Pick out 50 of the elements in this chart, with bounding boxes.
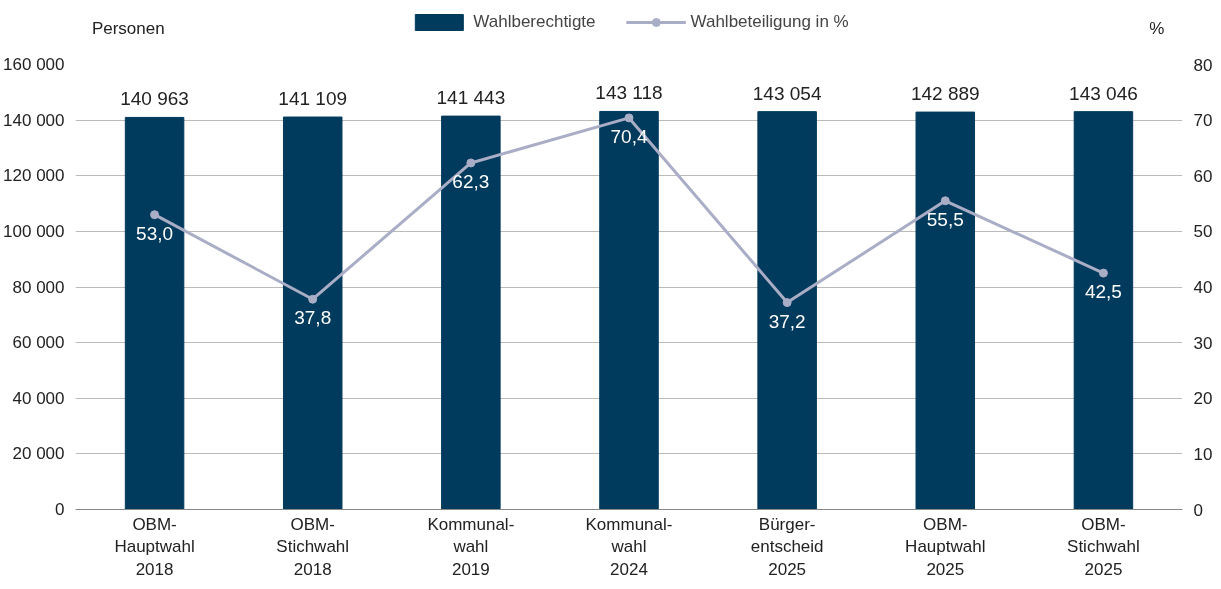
point [150,210,160,220]
x-tick-label: OBM- Hauptwahl 2025 [905,514,986,580]
y2-tick-label: 70 [1193,111,1213,131]
x-tick-label: Kommunal- wahl 2024 [585,514,673,580]
point [940,196,950,206]
y2-tick-label: 50 [1193,222,1213,242]
data-label: 42,5 [1084,281,1122,303]
point [308,294,318,304]
x-tick-label: OBM- Stichwahl 2025 [1067,514,1140,580]
data-label: 70,4 [610,125,648,147]
y-tick-label: 20 000 [12,444,65,464]
x-tick-label: Kommunal- wahl 2019 [427,514,515,580]
legend-label: Wahlberechtigte [473,12,596,32]
y2-tick-label: 40 [1193,278,1213,297]
y-axis-title: Personen [91,19,165,38]
x-tick-label: OBM- Hauptwahl 2018 [114,514,195,580]
y2-tick-label: 20 [1193,389,1213,409]
y-tick-label: 100 000 [3,221,65,241]
y2-tick-label: 80 [1193,55,1213,75]
y-tick-label: 40 000 [12,388,65,408]
x-tick-label: OBM- Stichwahl 2018 [276,514,350,580]
data-label: 143 046 [1069,82,1138,104]
data-label: 37,2 [768,310,806,332]
data-label: 55,5 [926,208,964,230]
y2-tick-label: 30 [1193,333,1213,353]
data-label: 62,3 [452,170,490,192]
y2-tick-label: 0 [1193,500,1203,520]
x-tick-label: Bürger- entscheid 2025 [750,514,824,580]
y-tick-label: 160 000 [3,55,65,74]
data-label: 140 963 [120,88,189,110]
y-tick-label: 60 000 [12,333,65,353]
y-tick-label: 0 [55,500,65,519]
point [624,113,634,123]
point [1098,268,1108,278]
y2-tick-label: 10 [1193,444,1213,464]
data-label: 143 054 [752,82,822,104]
y-tick-label: 120 000 [3,166,65,186]
data-label: 53,0 [136,222,174,244]
y2-tick-label: 60 [1193,166,1213,186]
data-label: 141 443 [436,87,506,109]
legend-label: Wahlbeteiligung in % [690,12,849,32]
data-label: 141 109 [278,88,348,110]
point [466,158,476,168]
data-label: 142 889 [910,83,980,105]
point [782,298,792,308]
y-tick-label: 80 000 [12,277,65,297]
data-label: 143 118 [595,82,663,104]
y2-axis-title: % [1149,19,1165,38]
y-tick-label: 140 000 [3,110,65,130]
data-label: 37,8 [294,307,332,329]
